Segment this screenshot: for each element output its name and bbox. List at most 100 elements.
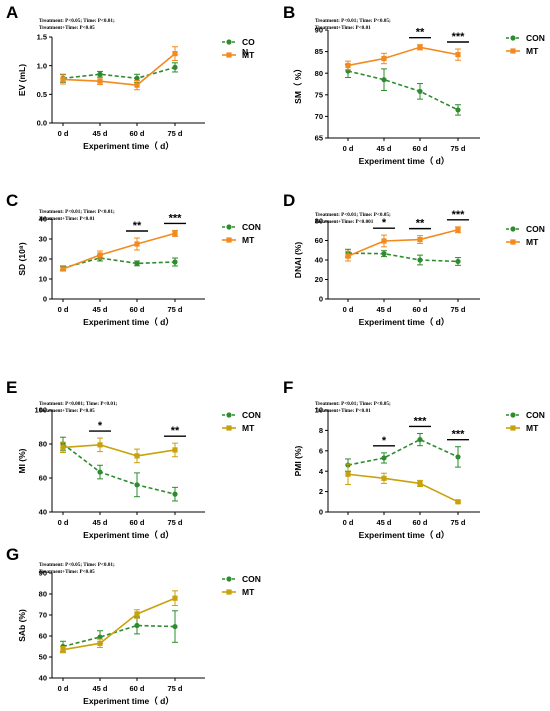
legend-marker (510, 226, 516, 232)
data-point (455, 454, 461, 460)
x-axis-title: Experiment time（ d） (359, 530, 450, 540)
y-tick-label: 20 (315, 275, 323, 284)
x-tick-label: 0 d (343, 144, 354, 153)
legend-marker (510, 425, 516, 431)
panel-letter: E (6, 378, 17, 397)
data-point (172, 447, 178, 453)
data-point (134, 75, 140, 81)
stats-line: Treatment: P<0.001; Time: P<0.01; (39, 401, 118, 407)
series-mt (60, 437, 178, 464)
y-tick-label: 10 (39, 275, 47, 284)
stats-line: Treatment+Time: P<0.01 (39, 216, 95, 222)
significance-label: * (382, 217, 387, 229)
x-tick-label: 45 d (376, 518, 391, 527)
y-tick-label: 85 (315, 47, 323, 56)
series-line (347, 70, 459, 111)
series-line (347, 229, 459, 257)
legend-label: CON (526, 33, 545, 43)
data-point (381, 251, 387, 257)
legend-label: CON (526, 224, 545, 234)
stats-line: Treatment+Time: P<0.05 (39, 408, 95, 414)
legend-entry-con: CON (222, 37, 255, 57)
legend-marker (226, 52, 232, 58)
series-line (62, 232, 176, 270)
y-tick-label: 90 (39, 569, 47, 578)
data-point (60, 444, 66, 450)
stats-line: Treatment: P<0.01; Time: P<0.01; (39, 209, 115, 215)
x-tick-label: 0 d (343, 518, 354, 527)
series-mt (60, 46, 178, 91)
data-point (455, 258, 461, 265)
data-point (60, 266, 66, 272)
panel-letter: C (6, 191, 18, 210)
y-tick-label: 100 (34, 406, 47, 415)
series-con (345, 64, 461, 116)
legend-label: MT (242, 587, 255, 597)
significance-label: * (382, 435, 387, 447)
y-tick-label: 1.5 (37, 33, 47, 42)
x-tick-label: 75 d (167, 518, 182, 527)
legend-label: CON (242, 222, 261, 232)
x-axis-title: Experiment time（ d） (83, 530, 174, 540)
y-tick-label: 0 (43, 295, 47, 304)
y-tick-label: 75 (315, 90, 323, 99)
legend-marker (510, 35, 516, 41)
legend-label: MT (242, 423, 255, 433)
y-tick-label: 60 (39, 632, 47, 641)
y-tick-label: 6 (319, 446, 323, 455)
x-axis-title: Experiment time（ d） (359, 156, 450, 166)
significance-label: *** (414, 415, 428, 427)
x-tick-label: 75 d (167, 129, 182, 138)
legend-label: CON (242, 410, 261, 420)
legend-entry-mt: MT (506, 46, 539, 56)
stats-line: Treatment: P<0.05; Time: P<0.01; (39, 18, 115, 24)
y-tick-label: 40 (39, 508, 47, 517)
panel-letter: B (283, 3, 295, 22)
legend-entry-con: CON (506, 410, 545, 420)
y-tick-label: 80 (39, 590, 47, 599)
data-point (97, 71, 103, 77)
data-point (134, 611, 140, 617)
x-tick-label: 45 d (92, 518, 107, 527)
data-point (417, 88, 423, 94)
data-point (172, 51, 178, 57)
y-tick-label: 90 (315, 26, 323, 35)
series-line (62, 53, 176, 86)
y-tick-label: 80 (315, 217, 323, 226)
significance-label: ** (416, 218, 425, 230)
series-line (62, 257, 176, 269)
legend-label: MT (526, 237, 539, 247)
x-axis-title: Experiment time（ d） (83, 696, 174, 706)
legend-entry-mt: MT (222, 423, 255, 433)
x-tick-label: 75 d (450, 144, 465, 153)
data-point (134, 241, 140, 247)
x-tick-label: 45 d (92, 305, 107, 314)
data-point (455, 227, 461, 233)
y-axis-title: SM（ %） (293, 64, 303, 104)
legend-marker (226, 412, 232, 418)
legend-marker (226, 576, 232, 582)
panel-d: D Treatment: P<0.01; Time: P<0.05;Treatme… (283, 191, 545, 327)
legend-entry-mt: MT (506, 423, 539, 433)
x-tick-label: 60 d (129, 129, 144, 138)
panel-letter: F (283, 378, 293, 397)
x-tick-label: 60 d (129, 305, 144, 314)
legend-label: N (242, 47, 248, 57)
y-tick-label: 50 (39, 653, 47, 662)
data-point (345, 253, 351, 259)
legend-entry-con: CON (506, 224, 545, 234)
y-axis-title: MI (%) (17, 448, 27, 473)
legend-entry-con: CON (506, 33, 545, 43)
series-line (62, 597, 176, 651)
legend-label: CON (526, 410, 545, 420)
x-axis-title: Experiment time（ d） (359, 317, 450, 327)
data-point (97, 78, 103, 84)
legend-label: MT (526, 46, 539, 56)
y-axis-title: SAb (%) (17, 609, 27, 642)
y-tick-label: 0.5 (37, 90, 47, 99)
x-tick-label: 75 d (450, 518, 465, 527)
data-point (417, 236, 423, 243)
data-point (97, 442, 103, 448)
data-point (381, 55, 387, 62)
